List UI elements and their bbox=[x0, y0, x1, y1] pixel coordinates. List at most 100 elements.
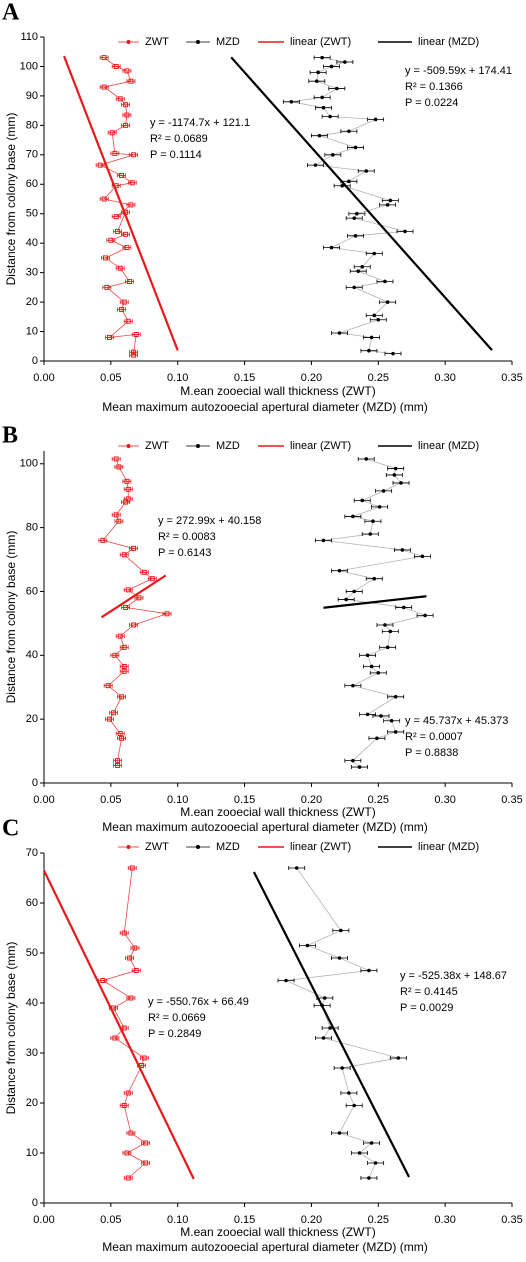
point bbox=[420, 554, 425, 559]
error-bar bbox=[131, 968, 141, 973]
point bbox=[101, 55, 107, 61]
point bbox=[115, 228, 121, 234]
point bbox=[123, 122, 129, 128]
point bbox=[113, 63, 119, 69]
error-bar bbox=[139, 1056, 149, 1060]
point bbox=[352, 589, 357, 594]
point bbox=[131, 349, 137, 355]
x-tick-label: 0.35 bbox=[501, 372, 522, 384]
legend-label: ZWT bbox=[145, 440, 169, 452]
x-tick-label: 0.00 bbox=[33, 372, 54, 384]
point bbox=[97, 162, 103, 168]
y-tick-label: 100 bbox=[20, 60, 38, 72]
error-bar bbox=[99, 85, 109, 90]
point bbox=[347, 1091, 351, 1095]
point bbox=[164, 611, 170, 617]
point bbox=[400, 548, 405, 552]
regression-annotation: P = 0.6143 bbox=[158, 547, 211, 559]
point bbox=[113, 512, 119, 518]
x-axis-label: Mean maximum autozooecial apertural diam… bbox=[102, 820, 427, 834]
point bbox=[379, 714, 383, 718]
point bbox=[107, 716, 113, 722]
point bbox=[117, 265, 123, 271]
point bbox=[112, 150, 118, 156]
point bbox=[123, 604, 129, 610]
point bbox=[105, 683, 111, 689]
point bbox=[284, 978, 288, 983]
point bbox=[352, 1103, 357, 1108]
x-tick-label: 0.15 bbox=[234, 1214, 255, 1226]
regression-annotation: R² = 0.0083 bbox=[158, 531, 216, 543]
error-bar bbox=[117, 307, 126, 312]
error-bar bbox=[119, 931, 129, 935]
regression-annotation: R² = 0.4145 bbox=[400, 986, 458, 998]
panel: C 0 10 20 30 40 50 60 70 0.00 0.05 0.10 0.15 0.20 0.25… bbox=[2, 816, 523, 1255]
point bbox=[149, 576, 155, 582]
point bbox=[124, 478, 130, 484]
x-tick-label: 0.05 bbox=[100, 372, 121, 384]
y-tick-label: 60 bbox=[26, 178, 38, 190]
point bbox=[121, 644, 127, 650]
y-tick-label: 30 bbox=[26, 1047, 38, 1059]
point bbox=[119, 694, 125, 700]
point bbox=[372, 313, 377, 318]
y-tick-label: 80 bbox=[26, 522, 38, 534]
x-tick-label: 0.20 bbox=[301, 1214, 322, 1226]
y-tick-label: 70 bbox=[26, 149, 38, 161]
point bbox=[367, 968, 371, 973]
error-bar bbox=[119, 664, 129, 669]
trend-line bbox=[63, 55, 179, 351]
point bbox=[129, 180, 135, 186]
point bbox=[347, 129, 351, 134]
y-tick-label: 60 bbox=[26, 897, 38, 909]
point bbox=[107, 334, 113, 340]
error-bar bbox=[122, 245, 132, 250]
trend-line bbox=[252, 871, 411, 1178]
error-bar bbox=[134, 595, 144, 600]
point bbox=[329, 245, 334, 250]
point bbox=[343, 60, 347, 64]
connector-line bbox=[323, 458, 427, 768]
x-axis-label: Mean maximum autozooecial apertural diam… bbox=[102, 1240, 427, 1254]
point bbox=[337, 568, 342, 573]
point bbox=[125, 1175, 131, 1181]
point bbox=[351, 514, 355, 519]
x-tick-label: 0.15 bbox=[234, 372, 255, 384]
point bbox=[133, 968, 139, 973]
legend-label: linear (MZD) bbox=[418, 36, 479, 48]
error-bar bbox=[115, 634, 125, 639]
point bbox=[365, 653, 370, 658]
point bbox=[125, 587, 131, 593]
point bbox=[356, 269, 361, 273]
x-tick-label: 0.05 bbox=[100, 794, 121, 806]
regression-annotation: P = 0.1114 bbox=[150, 149, 202, 161]
point bbox=[372, 576, 377, 581]
point bbox=[132, 945, 138, 951]
panel-letter: A bbox=[2, 0, 20, 26]
point bbox=[124, 112, 130, 118]
point bbox=[388, 629, 393, 634]
error-bar bbox=[121, 210, 130, 215]
legend-marker bbox=[126, 845, 131, 849]
point bbox=[121, 1103, 127, 1108]
regression-annotation: P = 0.2849 bbox=[148, 1028, 201, 1040]
point bbox=[371, 519, 375, 524]
trend-line bbox=[100, 574, 167, 619]
error-bar bbox=[123, 319, 133, 324]
point bbox=[320, 95, 324, 100]
point bbox=[115, 762, 121, 768]
error-bar bbox=[123, 1176, 133, 1180]
x-tick-label: 0.30 bbox=[434, 1214, 455, 1226]
error-bar bbox=[141, 1161, 151, 1165]
legend-label: linear (ZWT) bbox=[290, 36, 351, 48]
point bbox=[337, 956, 342, 960]
point bbox=[119, 306, 125, 312]
panel-letter: C bbox=[2, 816, 19, 842]
y-tick-label: 70 bbox=[26, 847, 38, 859]
point bbox=[393, 695, 398, 699]
regression-annotation: y = -525.38x + 148.67 bbox=[400, 970, 507, 982]
error-bar bbox=[113, 758, 122, 763]
point bbox=[305, 943, 310, 948]
point bbox=[389, 718, 394, 723]
point bbox=[377, 505, 382, 509]
